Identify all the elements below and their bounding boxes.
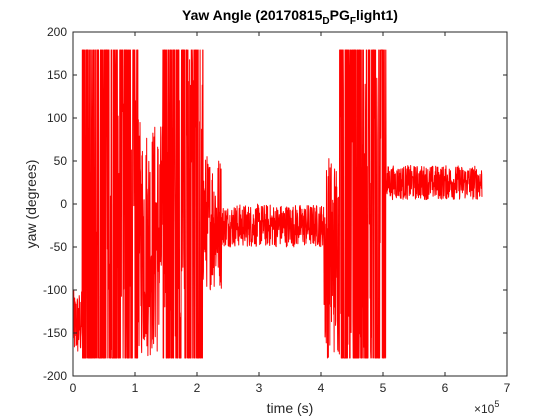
series-layer [72,49,483,359]
x-axis-exponent: ×105 [474,399,499,416]
y-axis-label: yaw (degrees) [23,160,39,249]
x-tick-label: 7 [504,381,511,395]
y-tick-label: -200 [43,369,67,383]
x-ticks: 0 1 2 3 4 5 6 7 [70,32,511,395]
title-sub-1: D [322,16,329,27]
title-sub-2: F [350,16,356,27]
y-tick-label: 50 [54,154,68,168]
exponent-power: 5 [494,399,499,409]
title-main: Yaw Angle (20170815 [182,7,323,23]
y-tick-label: -50 [50,240,68,254]
y-tick-label: 100 [47,111,67,125]
x-tick-label: 6 [442,381,449,395]
y-tick-label: 150 [47,68,67,82]
chart-title: Yaw Angle (20170815DPGFlight1) [182,7,398,27]
y-ticks: -200 -150 -100 -50 0 50 100 150 200 [43,25,507,383]
y-tick-label: -100 [43,283,67,297]
y-tick-label: -150 [43,326,67,340]
x-tick-label: 1 [132,381,139,395]
x-tick-label: 5 [380,381,387,395]
title-mid: PG [330,7,350,23]
yaw-series-line [72,49,483,359]
x-tick-label: 2 [194,381,201,395]
x-axis-label: time (s) [267,400,314,416]
exponent-base: ×10 [474,402,495,416]
x-tick-label: 3 [256,381,263,395]
x-tick-label: 0 [70,381,77,395]
y-tick-label: 200 [47,25,67,39]
title-end: light1) [356,7,398,23]
y-tick-label: 0 [60,197,67,211]
x-tick-label: 4 [318,381,325,395]
